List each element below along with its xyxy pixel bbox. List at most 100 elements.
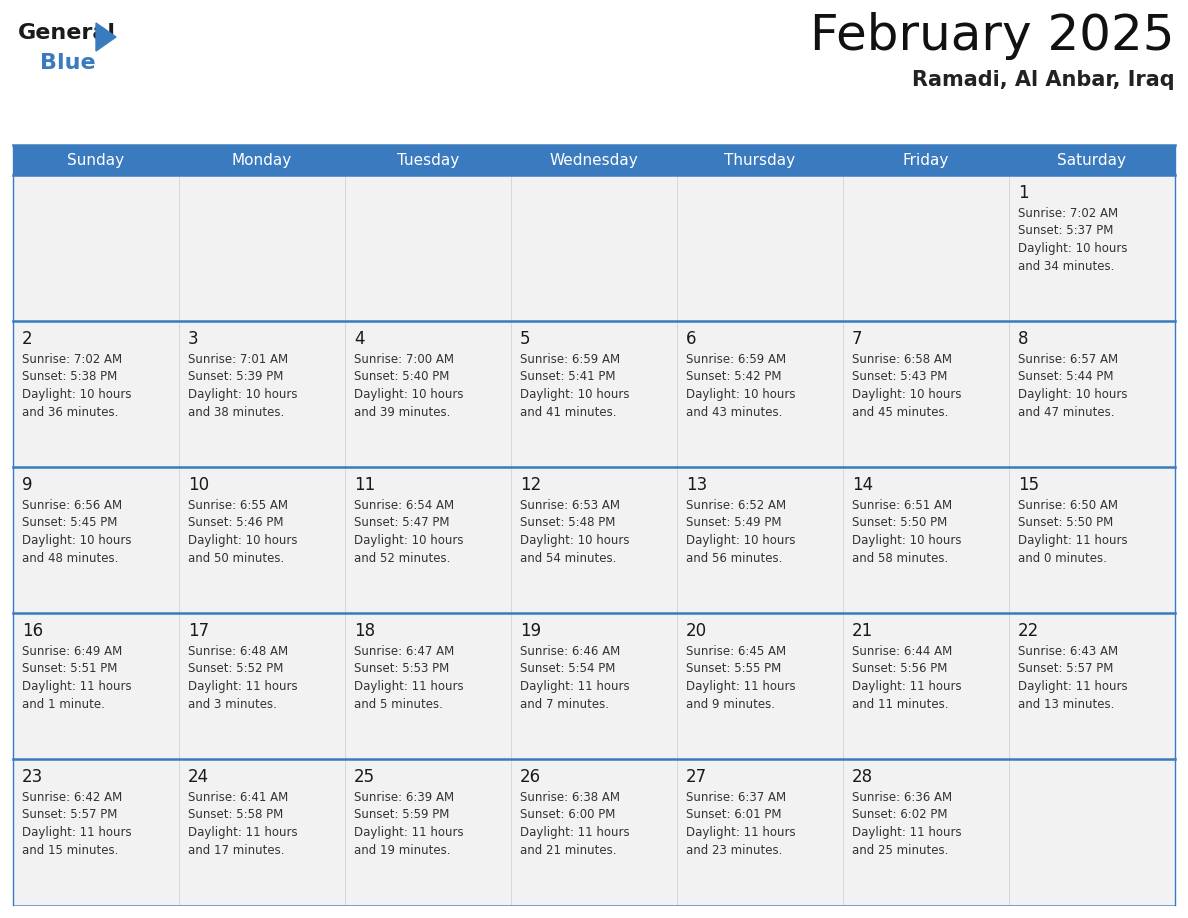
Bar xyxy=(677,321,843,467)
Text: 12: 12 xyxy=(520,476,542,494)
Text: 9: 9 xyxy=(23,476,32,494)
Text: 16: 16 xyxy=(23,622,43,640)
Text: Sunset: 5:57 PM: Sunset: 5:57 PM xyxy=(23,809,118,822)
Text: Sunset: 5:39 PM: Sunset: 5:39 PM xyxy=(188,371,284,384)
Bar xyxy=(13,321,179,467)
Text: Sunset: 5:46 PM: Sunset: 5:46 PM xyxy=(188,517,284,530)
Text: Sunrise: 6:49 AM: Sunrise: 6:49 AM xyxy=(23,645,122,658)
Text: and 5 minutes.: and 5 minutes. xyxy=(354,698,443,711)
Text: Sunrise: 6:46 AM: Sunrise: 6:46 AM xyxy=(520,645,620,658)
Text: Sunrise: 7:01 AM: Sunrise: 7:01 AM xyxy=(188,353,289,366)
Text: Sunrise: 6:55 AM: Sunrise: 6:55 AM xyxy=(188,499,287,512)
Text: 20: 20 xyxy=(685,622,707,640)
Text: 4: 4 xyxy=(354,330,365,348)
Bar xyxy=(677,613,843,759)
Text: and 21 minutes.: and 21 minutes. xyxy=(520,844,617,856)
Bar xyxy=(345,759,511,905)
Bar xyxy=(511,321,677,467)
Text: and 43 minutes.: and 43 minutes. xyxy=(685,406,783,419)
Text: Sunrise: 7:02 AM: Sunrise: 7:02 AM xyxy=(23,353,122,366)
Text: and 56 minutes.: and 56 minutes. xyxy=(685,552,783,565)
Text: Sunrise: 6:48 AM: Sunrise: 6:48 AM xyxy=(188,645,289,658)
Bar xyxy=(843,175,1009,321)
Bar xyxy=(1009,467,1175,613)
Text: Daylight: 11 hours: Daylight: 11 hours xyxy=(520,680,630,693)
Text: Sunset: 5:54 PM: Sunset: 5:54 PM xyxy=(520,663,615,676)
Text: Sunrise: 6:59 AM: Sunrise: 6:59 AM xyxy=(685,353,786,366)
Bar xyxy=(843,467,1009,613)
Text: and 1 minute.: and 1 minute. xyxy=(23,698,105,711)
Bar xyxy=(345,467,511,613)
Text: 15: 15 xyxy=(1018,476,1040,494)
Text: Sunrise: 6:59 AM: Sunrise: 6:59 AM xyxy=(520,353,620,366)
Text: General: General xyxy=(18,23,116,43)
Text: Sunset: 5:50 PM: Sunset: 5:50 PM xyxy=(852,517,947,530)
Text: Sunset: 5:43 PM: Sunset: 5:43 PM xyxy=(852,371,947,384)
Text: 23: 23 xyxy=(23,768,43,786)
Bar xyxy=(511,175,677,321)
Bar xyxy=(1009,175,1175,321)
Text: 22: 22 xyxy=(1018,622,1040,640)
Text: Sunrise: 6:57 AM: Sunrise: 6:57 AM xyxy=(1018,353,1118,366)
Bar xyxy=(511,613,677,759)
Text: Sunrise: 6:41 AM: Sunrise: 6:41 AM xyxy=(188,791,289,804)
Text: Sunset: 5:40 PM: Sunset: 5:40 PM xyxy=(354,371,449,384)
Text: Sunset: 6:01 PM: Sunset: 6:01 PM xyxy=(685,809,782,822)
Text: Daylight: 11 hours: Daylight: 11 hours xyxy=(852,826,961,839)
Text: and 15 minutes.: and 15 minutes. xyxy=(23,844,119,856)
Bar xyxy=(677,175,843,321)
Text: Daylight: 11 hours: Daylight: 11 hours xyxy=(354,826,463,839)
Text: Sunrise: 6:37 AM: Sunrise: 6:37 AM xyxy=(685,791,786,804)
Text: Sunset: 5:53 PM: Sunset: 5:53 PM xyxy=(354,663,449,676)
Text: 13: 13 xyxy=(685,476,707,494)
Text: 21: 21 xyxy=(852,622,873,640)
Text: Sunset: 5:47 PM: Sunset: 5:47 PM xyxy=(354,517,449,530)
Text: Sunrise: 6:52 AM: Sunrise: 6:52 AM xyxy=(685,499,786,512)
Text: 5: 5 xyxy=(520,330,531,348)
Text: Sunset: 5:52 PM: Sunset: 5:52 PM xyxy=(188,663,284,676)
Bar xyxy=(345,321,511,467)
Text: Sunset: 5:37 PM: Sunset: 5:37 PM xyxy=(1018,225,1113,238)
Text: Sunrise: 6:42 AM: Sunrise: 6:42 AM xyxy=(23,791,122,804)
Text: Sunset: 5:51 PM: Sunset: 5:51 PM xyxy=(23,663,118,676)
Text: Sunset: 5:56 PM: Sunset: 5:56 PM xyxy=(852,663,947,676)
Text: and 38 minutes.: and 38 minutes. xyxy=(188,406,284,419)
Text: Sunset: 5:58 PM: Sunset: 5:58 PM xyxy=(188,809,283,822)
Bar xyxy=(677,467,843,613)
Text: Daylight: 11 hours: Daylight: 11 hours xyxy=(852,680,961,693)
Text: Sunrise: 6:44 AM: Sunrise: 6:44 AM xyxy=(852,645,953,658)
Text: Daylight: 11 hours: Daylight: 11 hours xyxy=(1018,680,1127,693)
Text: Sunrise: 6:58 AM: Sunrise: 6:58 AM xyxy=(852,353,952,366)
Text: and 9 minutes.: and 9 minutes. xyxy=(685,698,775,711)
Text: and 25 minutes.: and 25 minutes. xyxy=(852,844,948,856)
Text: Sunrise: 6:38 AM: Sunrise: 6:38 AM xyxy=(520,791,620,804)
Bar xyxy=(345,175,511,321)
Text: 14: 14 xyxy=(852,476,873,494)
Text: Sunset: 5:38 PM: Sunset: 5:38 PM xyxy=(23,371,118,384)
Text: Sunset: 5:48 PM: Sunset: 5:48 PM xyxy=(520,517,615,530)
Text: Sunrise: 6:47 AM: Sunrise: 6:47 AM xyxy=(354,645,454,658)
Text: Daylight: 10 hours: Daylight: 10 hours xyxy=(852,388,961,401)
Bar xyxy=(843,613,1009,759)
Bar xyxy=(13,145,1175,175)
Text: Saturday: Saturday xyxy=(1057,152,1126,167)
Text: Sunset: 5:50 PM: Sunset: 5:50 PM xyxy=(1018,517,1113,530)
Text: 6: 6 xyxy=(685,330,696,348)
Text: Sunset: 6:00 PM: Sunset: 6:00 PM xyxy=(520,809,615,822)
Text: Friday: Friday xyxy=(903,152,949,167)
Text: Daylight: 10 hours: Daylight: 10 hours xyxy=(685,534,796,547)
Text: and 7 minutes.: and 7 minutes. xyxy=(520,698,609,711)
Polygon shape xyxy=(96,23,116,51)
Bar xyxy=(179,759,345,905)
Bar xyxy=(179,321,345,467)
Text: 18: 18 xyxy=(354,622,375,640)
Text: and 36 minutes.: and 36 minutes. xyxy=(23,406,119,419)
Text: Daylight: 10 hours: Daylight: 10 hours xyxy=(188,388,297,401)
Text: and 39 minutes.: and 39 minutes. xyxy=(354,406,450,419)
Text: 3: 3 xyxy=(188,330,198,348)
Text: Monday: Monday xyxy=(232,152,292,167)
Text: Sunrise: 6:45 AM: Sunrise: 6:45 AM xyxy=(685,645,786,658)
Text: Sunset: 5:44 PM: Sunset: 5:44 PM xyxy=(1018,371,1113,384)
Text: 11: 11 xyxy=(354,476,375,494)
Bar xyxy=(843,759,1009,905)
